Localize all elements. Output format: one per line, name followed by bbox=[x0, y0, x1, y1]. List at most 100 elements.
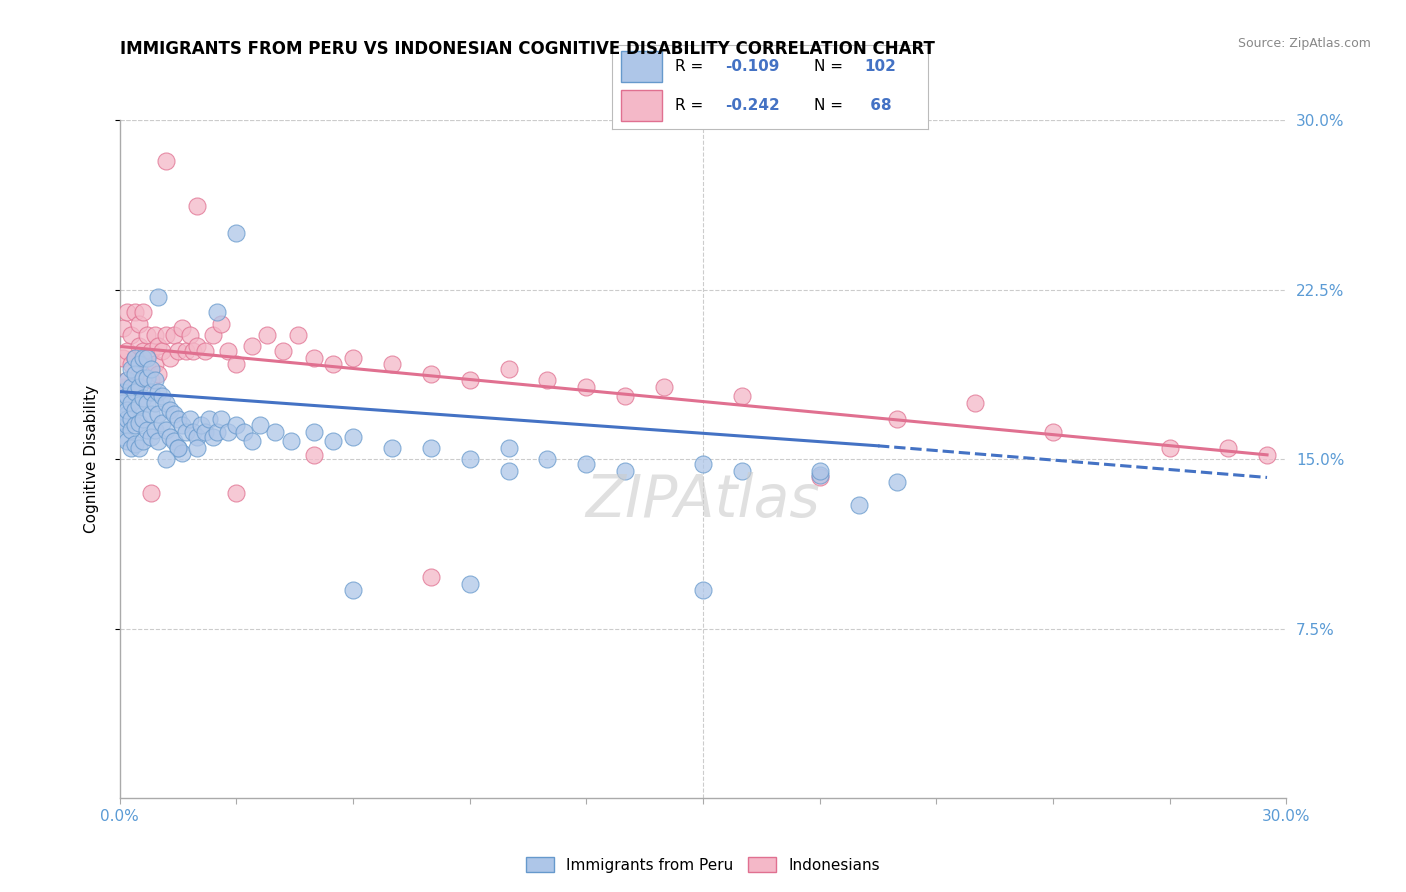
Point bbox=[112, 396, 135, 410]
Point bbox=[159, 351, 181, 365]
Point bbox=[159, 430, 181, 444]
FancyBboxPatch shape bbox=[621, 52, 662, 82]
Text: 102: 102 bbox=[865, 59, 897, 74]
Text: N =: N = bbox=[814, 59, 848, 74]
Point bbox=[886, 411, 908, 425]
Point bbox=[287, 328, 309, 343]
Point bbox=[124, 351, 146, 365]
Point bbox=[302, 425, 325, 440]
Point bbox=[139, 343, 162, 358]
Point bbox=[117, 402, 139, 417]
Point bbox=[112, 351, 135, 365]
Point bbox=[731, 389, 754, 403]
Point bbox=[575, 380, 598, 394]
Text: R =: R = bbox=[675, 59, 709, 74]
Point bbox=[132, 343, 155, 358]
Point bbox=[143, 328, 166, 343]
Point bbox=[498, 441, 520, 455]
Point bbox=[120, 396, 142, 410]
Point bbox=[124, 402, 146, 417]
Point bbox=[139, 486, 162, 500]
Point bbox=[166, 343, 188, 358]
Point bbox=[498, 362, 520, 376]
Point bbox=[112, 384, 135, 399]
Point bbox=[186, 339, 208, 353]
Point bbox=[225, 418, 247, 433]
Point bbox=[342, 583, 364, 598]
Text: N =: N = bbox=[814, 98, 848, 113]
Point bbox=[194, 343, 217, 358]
Point bbox=[139, 430, 162, 444]
Point bbox=[135, 351, 157, 365]
Point bbox=[148, 290, 170, 304]
Point bbox=[201, 430, 224, 444]
Point bbox=[174, 425, 197, 440]
Point bbox=[419, 570, 441, 584]
Point bbox=[166, 441, 188, 455]
Point bbox=[264, 425, 287, 440]
Point bbox=[112, 321, 135, 335]
Point bbox=[117, 411, 139, 425]
Point bbox=[124, 305, 146, 319]
Point bbox=[179, 328, 201, 343]
Point bbox=[498, 464, 520, 478]
Point bbox=[322, 434, 344, 449]
Point bbox=[808, 470, 831, 484]
Point bbox=[209, 317, 232, 331]
Text: ZIPAtlas: ZIPAtlas bbox=[586, 472, 820, 529]
Point bbox=[143, 373, 166, 387]
Point bbox=[965, 396, 987, 410]
Point bbox=[179, 411, 201, 425]
Point bbox=[117, 389, 139, 403]
Point bbox=[150, 416, 173, 430]
Text: IMMIGRANTS FROM PERU VS INDONESIAN COGNITIVE DISABILITY CORRELATION CHART: IMMIGRANTS FROM PERU VS INDONESIAN COGNI… bbox=[120, 40, 935, 58]
Point bbox=[731, 464, 754, 478]
Point bbox=[155, 423, 177, 437]
Point bbox=[302, 448, 325, 462]
Point bbox=[148, 434, 170, 449]
Point bbox=[117, 373, 139, 387]
Legend: Immigrants from Peru, Indonesians: Immigrants from Peru, Indonesians bbox=[520, 851, 886, 879]
Point bbox=[124, 367, 146, 381]
Point bbox=[128, 380, 150, 394]
Text: -0.109: -0.109 bbox=[725, 59, 780, 74]
Point bbox=[163, 407, 186, 421]
Point bbox=[166, 441, 188, 455]
Y-axis label: Cognitive Disability: Cognitive Disability bbox=[84, 385, 98, 533]
Point bbox=[155, 328, 177, 343]
Point bbox=[808, 468, 831, 483]
Point bbox=[170, 321, 193, 335]
Point bbox=[240, 339, 263, 353]
Point bbox=[170, 418, 193, 433]
Point bbox=[322, 358, 344, 372]
Point bbox=[1042, 425, 1064, 440]
Point bbox=[614, 389, 637, 403]
Point bbox=[128, 441, 150, 455]
Point bbox=[143, 396, 166, 410]
Point bbox=[225, 227, 247, 241]
Point bbox=[271, 343, 294, 358]
Point bbox=[205, 305, 228, 319]
Point bbox=[217, 425, 239, 440]
Point bbox=[575, 457, 598, 471]
Point bbox=[381, 441, 404, 455]
Point bbox=[240, 434, 263, 449]
Point bbox=[132, 411, 155, 425]
Point bbox=[183, 425, 205, 440]
Point bbox=[112, 418, 135, 433]
Point bbox=[419, 367, 441, 381]
Point bbox=[209, 411, 232, 425]
Point bbox=[124, 380, 146, 394]
Point bbox=[1159, 441, 1181, 455]
Point bbox=[112, 380, 135, 394]
Point bbox=[148, 384, 170, 399]
Point bbox=[1216, 441, 1240, 455]
Point bbox=[808, 464, 831, 478]
Point bbox=[120, 358, 142, 372]
Point bbox=[124, 351, 146, 365]
Point bbox=[120, 328, 142, 343]
Point bbox=[124, 436, 146, 450]
Point bbox=[135, 328, 157, 343]
Point bbox=[170, 445, 193, 459]
Point bbox=[117, 418, 139, 433]
